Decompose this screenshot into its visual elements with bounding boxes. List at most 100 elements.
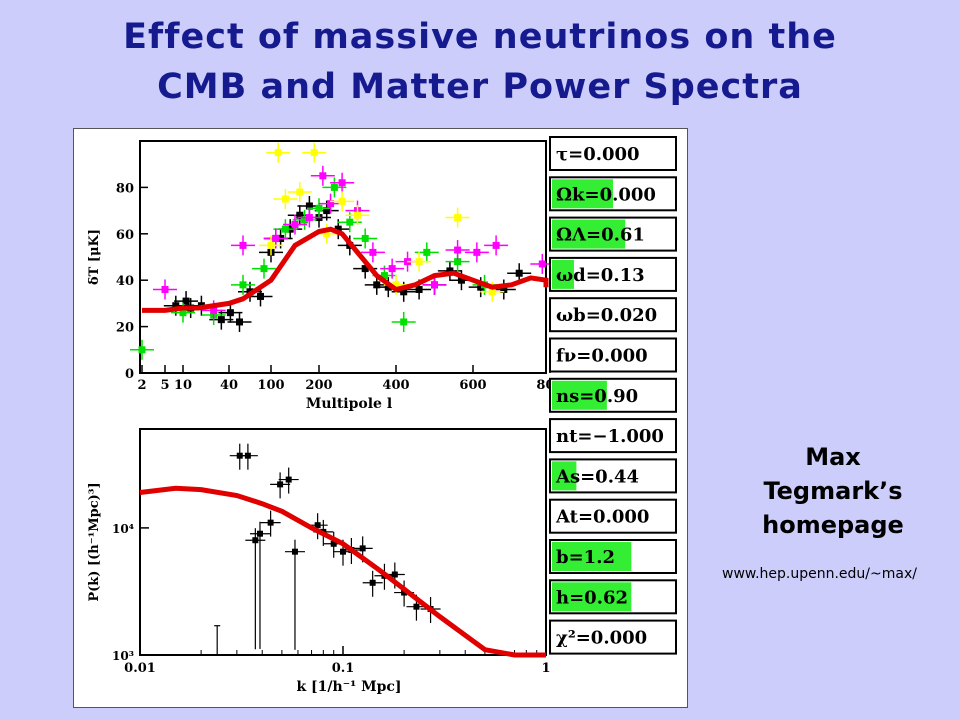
cmb-point-marker: [373, 281, 381, 289]
cmb-data-point: [380, 258, 405, 279]
parameter-box: Ωk=0.000: [549, 176, 677, 212]
parameter-label: h=0.62: [556, 587, 628, 608]
pk-x-tick-label: 1: [541, 661, 550, 676]
cmb-point-marker: [369, 248, 377, 256]
cmb-point-marker: [488, 288, 496, 296]
cmb-point-marker: [380, 272, 388, 280]
cmb-data-point: [407, 251, 432, 272]
cmb-y-tick-label: 80: [116, 181, 134, 196]
cmb-point-marker: [319, 172, 327, 180]
parameter-box: χ²=0.000: [549, 619, 677, 655]
parameter-fill-bar: [552, 179, 613, 209]
cmb-point-marker: [257, 292, 264, 300]
cmb-point-marker: [415, 285, 423, 293]
figure-panel: 251040100200400600800020406080 Multipole…: [73, 128, 688, 708]
cmb-data-point: [287, 182, 312, 203]
cmb-point-marker: [210, 306, 218, 314]
cmb-point-marker: [267, 241, 275, 249]
cmb-data-point: [484, 235, 509, 256]
parameter-label: ωd=0.13: [556, 265, 645, 286]
cmb-point-marker: [236, 318, 243, 326]
pk-point-marker: [267, 519, 274, 526]
parameter-box-frame: [549, 297, 677, 333]
parameter-box: b=1.2: [549, 539, 677, 574]
cmb-x-tick-label: 100: [257, 378, 284, 393]
cmb-point-marker: [239, 281, 247, 289]
cmb-point-marker: [226, 309, 234, 317]
pk-y-tick-label: 10⁴: [112, 522, 134, 536]
cmb-y-tick-label: 40: [116, 274, 134, 289]
pk-y-tick-label: 10³: [112, 649, 134, 663]
parameter-fill-bar: [552, 461, 577, 491]
author-line-2: Tegmark’s: [763, 477, 903, 505]
cmb-data-point: [302, 142, 327, 163]
cmb-point-marker: [354, 211, 361, 219]
parameter-box: h=0.62: [549, 579, 677, 615]
parameter-label: b=1.2: [556, 547, 615, 568]
title-line-1: Effect of massive neutrinos on the: [123, 17, 837, 57]
cmb-point-marker: [291, 221, 299, 229]
pk-point-marker: [330, 540, 337, 547]
cmb-data-point: [310, 165, 335, 186]
parameter-label: χ²=0.000: [556, 628, 647, 649]
pk-point-marker: [244, 452, 251, 459]
cmb-data-point: [353, 228, 378, 249]
parameter-fill-bar: [552, 380, 607, 410]
cmb-point-marker: [415, 258, 423, 266]
parameter-box: ΩΛ=0.61: [549, 216, 677, 252]
author-line-1: Max: [805, 443, 861, 471]
cmb-data-point: [297, 207, 322, 228]
parameter-label: nt=−1.000: [556, 426, 664, 447]
cmb-point-marker: [384, 283, 392, 291]
cmb-theory-curve: [142, 226, 549, 313]
cmb-point-marker: [217, 316, 225, 324]
cmb-data-point: [227, 311, 252, 332]
parameter-box-frame: [549, 337, 677, 373]
cmb-point-marker: [281, 225, 289, 233]
pk-point-marker: [401, 589, 408, 596]
cmb-data-point: [491, 279, 516, 300]
cmb-data-point: [266, 142, 291, 163]
pk-data-point: [260, 510, 281, 537]
parameter-box: At=0.000: [549, 498, 677, 534]
cmb-data-point: [307, 198, 331, 219]
cmb-point-marker: [388, 265, 396, 273]
parameter-fill-bar: [552, 542, 632, 571]
cmb-point-marker: [361, 234, 369, 242]
cmb-point-marker: [334, 225, 342, 233]
cmb-y-tick-label: 60: [116, 228, 134, 243]
cmb-point-marker: [172, 302, 180, 310]
cmb-point-marker: [239, 241, 247, 249]
pk-data-point: [237, 443, 258, 470]
pk-point-marker: [391, 571, 398, 578]
pk-theory-curve: [139, 485, 546, 658]
parameter-box: nt=−1.000: [549, 418, 677, 454]
cmb-point-marker: [473, 248, 481, 256]
cmb-point-marker: [477, 283, 485, 291]
cmb-point-marker: [431, 281, 438, 289]
pk-point-marker: [291, 548, 298, 555]
cmb-point-marker: [310, 149, 318, 157]
cmb-data-point: [464, 242, 489, 263]
pk-point-marker: [252, 537, 259, 544]
cmb-point-marker: [400, 288, 408, 296]
parameter-label: ΩΛ=0.61: [556, 225, 645, 246]
pk-y-axis-label: P(k) [(h⁻¹Mpc)³]: [87, 482, 102, 601]
cmb-x-tick-label: 2: [137, 378, 146, 393]
cmb-point-marker: [161, 285, 169, 293]
cmb-data-point: [273, 219, 298, 240]
pk-data-point: [362, 570, 383, 597]
cmb-y-tick-label: 20: [116, 321, 134, 336]
parameter-box-frame: [549, 418, 677, 454]
homepage-url[interactable]: www.hep.upenn.edu/~max/: [722, 566, 917, 582]
cmb-point-marker: [301, 216, 309, 224]
parameter-box: ωd=0.13: [549, 256, 677, 292]
cmb-point-marker: [138, 346, 146, 354]
cmb-point-marker: [323, 230, 331, 238]
cmb-x-tick-label: 200: [305, 378, 332, 393]
pk-point-marker: [285, 476, 292, 483]
cmb-point-marker: [296, 211, 304, 219]
cmb-point-marker: [330, 183, 338, 191]
cmb-point-marker: [538, 260, 546, 268]
cmb-y-axis-label: δT [μK]: [87, 229, 102, 285]
